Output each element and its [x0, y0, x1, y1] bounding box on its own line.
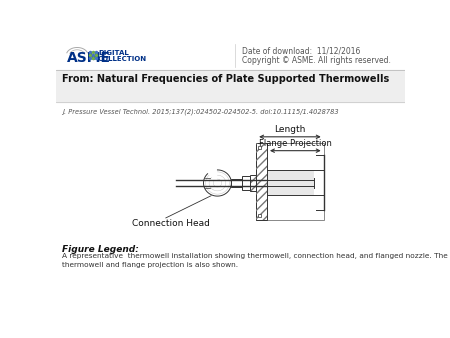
Polygon shape	[203, 170, 231, 196]
Bar	[250, 175, 256, 191]
Bar	[258, 214, 261, 217]
Text: From: Natural Frequencies of Plate Supported Thermowells: From: Natural Frequencies of Plate Suppo…	[63, 74, 390, 84]
Text: Figure Legend:: Figure Legend:	[63, 245, 140, 254]
Text: Flange Projection: Flange Projection	[259, 139, 332, 148]
Text: thermowell and flange projection is also shown.: thermowell and flange projection is also…	[63, 262, 239, 268]
Text: Length: Length	[274, 125, 306, 135]
Bar	[256, 143, 267, 220]
Bar	[258, 146, 261, 149]
Bar	[56, 70, 405, 102]
Text: Date of download:  11/12/2016: Date of download: 11/12/2016	[242, 46, 360, 55]
Bar	[256, 143, 267, 220]
Text: Connection Head: Connection Head	[132, 219, 210, 228]
Bar	[231, 179, 242, 187]
Bar	[250, 175, 256, 191]
Text: J. Pressure Vessel Technol. 2015;137(2):024502-024502-5. doi:10.1115/1.4028783: J. Pressure Vessel Technol. 2015;137(2):…	[63, 109, 339, 115]
Bar	[56, 41, 405, 70]
Text: COLLECTION: COLLECTION	[98, 56, 147, 62]
Bar	[256, 143, 324, 220]
Text: DIGITAL: DIGITAL	[98, 50, 129, 56]
Bar	[267, 170, 314, 195]
Text: A representative  thermowell installation showing thermowell, connection head, a: A representative thermowell installation…	[63, 253, 450, 259]
Bar	[242, 176, 250, 190]
Text: Copyright © ASME. All rights reserved.: Copyright © ASME. All rights reserved.	[242, 56, 391, 65]
Text: ASME: ASME	[67, 50, 111, 65]
Bar	[267, 170, 314, 195]
